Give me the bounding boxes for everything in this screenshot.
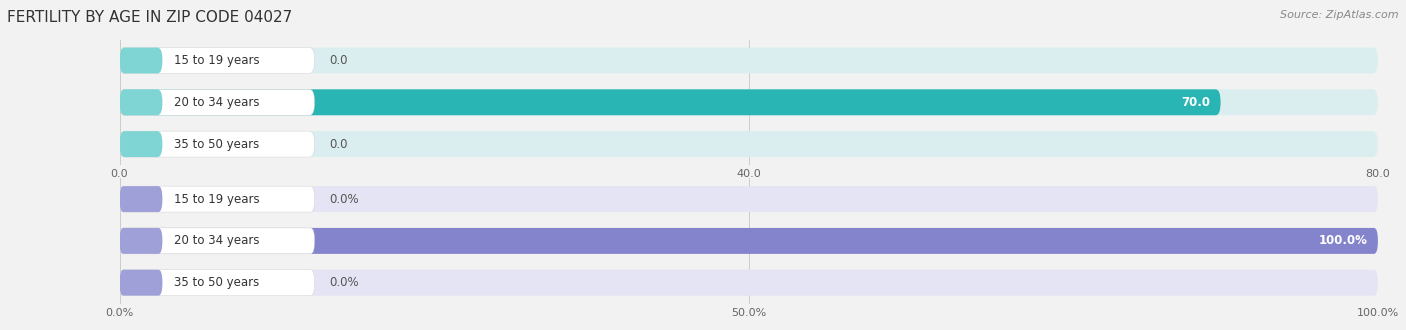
FancyBboxPatch shape (120, 48, 315, 74)
FancyBboxPatch shape (120, 48, 163, 74)
FancyBboxPatch shape (120, 186, 315, 212)
FancyBboxPatch shape (120, 186, 163, 212)
FancyBboxPatch shape (120, 228, 163, 254)
Text: 70.0: 70.0 (1181, 96, 1211, 109)
Text: 0.0%: 0.0% (329, 193, 360, 206)
Text: 0.0%: 0.0% (329, 276, 360, 289)
Text: 20 to 34 years: 20 to 34 years (174, 234, 260, 248)
Text: 15 to 19 years: 15 to 19 years (174, 193, 260, 206)
FancyBboxPatch shape (120, 270, 1378, 296)
FancyBboxPatch shape (120, 89, 1220, 115)
FancyBboxPatch shape (120, 270, 163, 296)
FancyBboxPatch shape (120, 270, 315, 296)
Text: 20 to 34 years: 20 to 34 years (174, 96, 260, 109)
Text: 35 to 50 years: 35 to 50 years (174, 276, 260, 289)
Text: 0.0: 0.0 (329, 138, 349, 150)
FancyBboxPatch shape (120, 48, 1378, 74)
FancyBboxPatch shape (120, 228, 315, 254)
Text: 15 to 19 years: 15 to 19 years (174, 54, 260, 67)
FancyBboxPatch shape (120, 89, 1378, 115)
FancyBboxPatch shape (120, 131, 163, 157)
Text: 35 to 50 years: 35 to 50 years (174, 138, 260, 150)
FancyBboxPatch shape (120, 228, 1378, 254)
Text: Source: ZipAtlas.com: Source: ZipAtlas.com (1281, 10, 1399, 20)
FancyBboxPatch shape (120, 131, 315, 157)
FancyBboxPatch shape (120, 228, 1378, 254)
Text: 100.0%: 100.0% (1319, 234, 1368, 248)
Text: FERTILITY BY AGE IN ZIP CODE 04027: FERTILITY BY AGE IN ZIP CODE 04027 (7, 10, 292, 25)
FancyBboxPatch shape (120, 89, 163, 115)
FancyBboxPatch shape (120, 186, 1378, 212)
FancyBboxPatch shape (120, 131, 1378, 157)
Text: 0.0: 0.0 (329, 54, 349, 67)
FancyBboxPatch shape (120, 89, 315, 115)
